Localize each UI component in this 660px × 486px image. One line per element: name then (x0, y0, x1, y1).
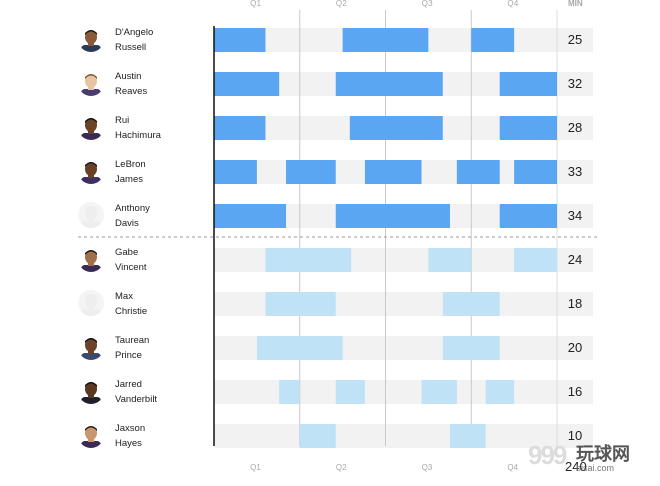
quarter-label-bottom: Q4 (507, 463, 519, 472)
stint-bar (456, 160, 500, 184)
player-minutes: 25 (567, 32, 583, 47)
stint-bar (514, 248, 557, 272)
player-avatar (78, 26, 104, 52)
player-avatar (78, 202, 104, 228)
minutes-header: MIN (568, 0, 583, 8)
player-name: Gabe Vincent (115, 245, 225, 275)
watermark-chinese: 玩球网 (576, 444, 630, 464)
stint-bar (471, 28, 515, 52)
stint-bar (214, 204, 287, 228)
player-first-name: Max (115, 291, 133, 302)
quarter-label-top: Q2 (335, 0, 347, 8)
player-name: D'Angelo Russell (115, 25, 225, 55)
player-name: Jaxson Hayes (115, 421, 225, 451)
player-first-name: D'Angelo (115, 27, 154, 38)
stint-bar (335, 204, 450, 228)
player-minutes: 16 (567, 384, 583, 399)
stint-bar (349, 116, 443, 140)
player-name: Jarred Vanderbilt (115, 377, 225, 407)
player-first-name: Rui (115, 115, 130, 126)
stint-bar (265, 248, 352, 272)
stint-bar (256, 336, 343, 360)
player-last-name: Vincent (115, 262, 147, 273)
player-minutes: 33 (567, 164, 583, 179)
stint-bar (499, 116, 557, 140)
stint-bar (485, 380, 515, 404)
stint-bar (442, 292, 500, 316)
quarter-label-bottom: Q3 (421, 463, 433, 472)
player-first-name: Austin (115, 71, 142, 82)
quarter-label-top: Q4 (507, 0, 519, 8)
player-avatar (78, 290, 104, 316)
stint-bar (279, 380, 300, 404)
player-avatar (78, 246, 104, 272)
player-first-name: Jaxson (115, 423, 146, 434)
player-avatar (78, 158, 104, 184)
player-last-name: Vanderbilt (115, 394, 158, 405)
player-last-name: Russell (115, 42, 147, 53)
stint-bar (499, 72, 557, 96)
stint-bar (286, 160, 336, 184)
row-track (214, 424, 593, 448)
player-name: Taurean Prince (115, 333, 225, 363)
player-avatar (78, 70, 104, 96)
player-avatar (78, 422, 104, 448)
player-minutes: 18 (567, 296, 583, 311)
quarter-label-bottom: Q2 (335, 463, 347, 472)
player-avatar (78, 114, 104, 140)
stint-bar (499, 204, 557, 228)
player-name: Austin Reaves (115, 69, 225, 99)
stint-bar (335, 72, 443, 96)
watermark-digits: 999 (528, 440, 567, 470)
quarter-label-bottom: Q1 (250, 463, 261, 472)
quarter-label-top: Q1 (250, 0, 262, 8)
row-track (214, 380, 593, 404)
player-name: Max Christie (115, 289, 225, 319)
stint-bar (335, 380, 365, 404)
player-minutes: 24 (567, 252, 583, 267)
player-last-name: Hachimura (115, 130, 161, 141)
player-last-name: James (115, 174, 143, 185)
stint-bar (299, 424, 336, 448)
stint-bar (364, 160, 422, 184)
player-last-name: Davis (115, 218, 139, 229)
stint-bar (214, 28, 266, 52)
player-first-name: LeBron (115, 159, 146, 170)
player-first-name: Anthony (115, 203, 150, 214)
player-last-name: Reaves (115, 86, 148, 97)
quarter-label-top: Q3 (421, 0, 433, 8)
player-first-name: Jarred (115, 379, 142, 390)
player-minutes: 10 (567, 428, 583, 443)
player-name: Anthony Davis (115, 201, 225, 231)
stint-bar (214, 116, 266, 140)
stint-bar (428, 248, 472, 272)
watermark: 999 玩球网 bisai.com (528, 438, 652, 478)
stint-bar (442, 336, 500, 360)
player-first-name: Taurean (115, 335, 150, 346)
stint-bar (265, 292, 336, 316)
player-minutes: 28 (567, 120, 583, 135)
stint-bar (214, 160, 257, 184)
stint-bar (449, 424, 486, 448)
player-first-name: Gabe (115, 247, 139, 258)
player-minutes: 20 (567, 340, 583, 355)
stint-bar (421, 380, 457, 404)
total-minutes: 240 (565, 459, 587, 474)
player-avatar (78, 334, 104, 360)
player-name: Rui Hachimura (115, 113, 225, 143)
player-name: LeBron James (115, 157, 225, 187)
player-minutes: 34 (567, 208, 583, 223)
player-last-name: Hayes (115, 438, 142, 449)
stint-bar (214, 72, 280, 96)
stint-bar (514, 160, 557, 184)
player-minutes: 32 (567, 76, 583, 91)
watermark-url: bisai.com (576, 463, 615, 473)
player-last-name: Christie (115, 306, 148, 317)
stint-bar (342, 28, 429, 52)
player-last-name: Prince (115, 350, 142, 361)
player-avatar (78, 378, 104, 404)
